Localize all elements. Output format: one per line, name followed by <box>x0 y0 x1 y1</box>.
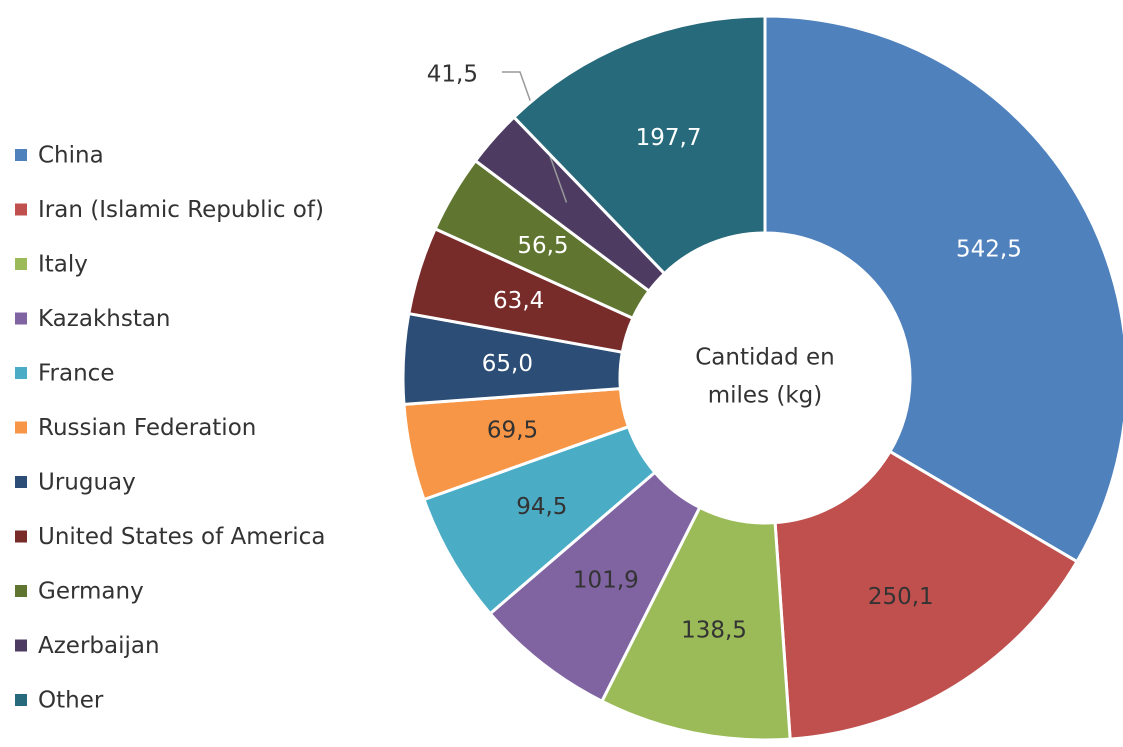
legend-swatch <box>15 203 27 216</box>
leader-line <box>502 71 568 203</box>
legend-swatch <box>15 585 27 597</box>
data-label: 41,5 <box>427 62 478 88</box>
legend-label: United States of America <box>38 524 325 550</box>
legend-label: Uruguay <box>38 470 136 496</box>
data-label: 101,9 <box>573 568 639 594</box>
data-label: 138,5 <box>681 617 747 643</box>
legend-swatch <box>15 312 27 325</box>
data-label: 63,4 <box>493 288 544 314</box>
legend-swatch <box>15 258 27 270</box>
data-label: 542,5 <box>956 236 1022 262</box>
data-label: 69,5 <box>487 418 538 444</box>
legend-label: Iran (Islamic Republic of) <box>38 197 324 223</box>
legend-label: Russian Federation <box>38 415 256 441</box>
legend-swatch <box>15 421 27 434</box>
data-label: 56,5 <box>517 233 568 259</box>
data-label: 65,0 <box>482 351 533 377</box>
legend-swatch <box>15 530 27 543</box>
slice <box>511 14 767 276</box>
legend-label: Other <box>38 688 104 714</box>
data-label: 94,5 <box>516 494 567 520</box>
legend-label: Kazakhstan <box>38 306 171 332</box>
legend-swatch <box>15 149 27 161</box>
legend-swatch <box>15 367 27 379</box>
data-label: 197,7 <box>636 125 702 151</box>
legend-label: Azerbaijan <box>38 633 160 659</box>
center-label: Cantidad en <box>695 345 834 371</box>
slice <box>599 505 792 742</box>
legend-swatch <box>15 476 27 488</box>
slice <box>773 449 1080 741</box>
legend-swatch <box>15 639 27 652</box>
slice <box>763 14 1123 564</box>
legend-label: China <box>38 143 104 169</box>
data-label: 250,1 <box>868 584 934 610</box>
legend-label: France <box>38 361 114 387</box>
legend-label: Italy <box>38 252 88 278</box>
legend-swatch <box>15 694 27 706</box>
legend-label: Germany <box>38 579 144 605</box>
center-label: miles (kg) <box>708 383 823 409</box>
